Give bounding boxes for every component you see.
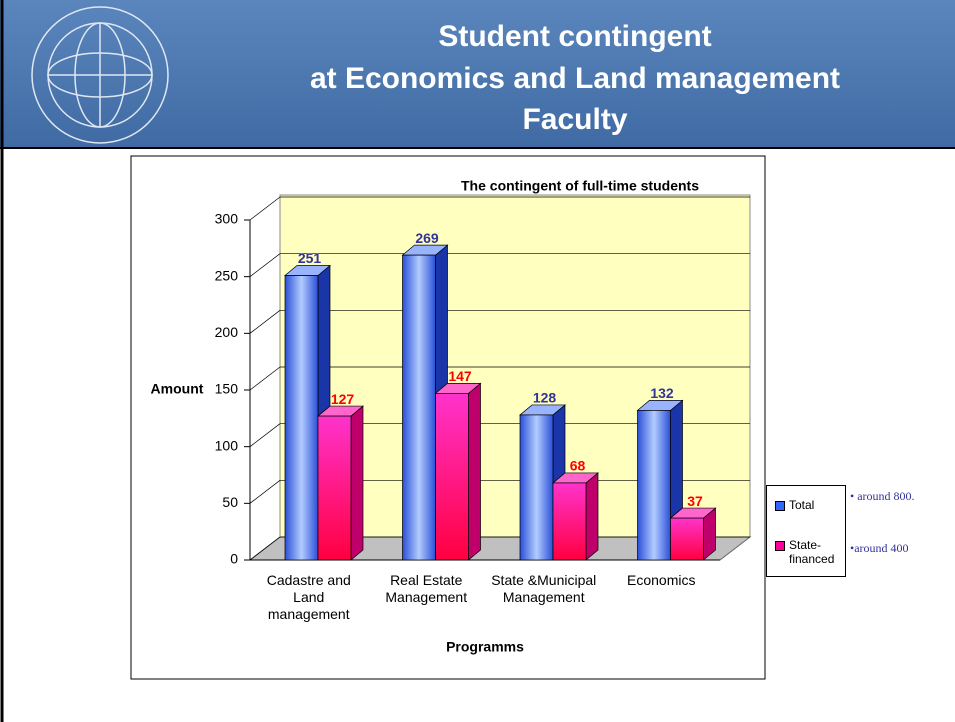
annotation: • around 800. [850, 489, 915, 503]
bar [519, 414, 554, 561]
x-tick-label: State &Municipal Management [491, 572, 597, 605]
y-tick-label: 250 [215, 267, 239, 283]
value-label: 128 [533, 390, 557, 406]
x-tick-label: Real Estate Management [385, 572, 468, 605]
value-label: 132 [650, 385, 674, 401]
legend-item: Total [775, 498, 841, 512]
bar [637, 410, 671, 561]
y-tick-label: 200 [215, 324, 239, 340]
bar [670, 517, 704, 561]
legend-swatch [775, 501, 785, 511]
grid-line [249, 423, 281, 447]
legend-swatch [775, 541, 785, 551]
bar-side [468, 382, 481, 561]
legend-label: Total [789, 498, 815, 512]
legend: Total State-financed [766, 485, 846, 577]
header-band [0, 0, 955, 148]
grid-line [249, 366, 281, 391]
bar-side [350, 405, 364, 561]
x-axis-label: Programms [446, 639, 524, 655]
x-tick-label: Economics [627, 572, 696, 588]
y-tick-label: 300 [215, 211, 239, 227]
grid-line [249, 310, 281, 334]
annotation: •around 400 [850, 541, 909, 555]
grid-line [249, 253, 281, 277]
logo [31, 6, 169, 144]
x-tick-label: Cadastre and Land management [266, 572, 351, 622]
y-tick-label: 100 [215, 437, 239, 453]
bar [435, 393, 469, 561]
bar [284, 275, 319, 561]
grid-line [249, 536, 281, 561]
header-title: Student contingent [438, 20, 711, 53]
grid-line [249, 196, 281, 221]
legend-label: State-financed [789, 538, 835, 566]
bar [552, 482, 587, 561]
value-label: 251 [298, 250, 322, 266]
y-tick-label: 0 [230, 551, 238, 567]
value-label: 127 [331, 391, 355, 407]
value-label: 68 [570, 458, 586, 474]
value-label: 37 [687, 493, 703, 509]
header-title: Faculty [522, 103, 627, 136]
bar [317, 415, 352, 561]
y-tick-label: 150 [215, 381, 239, 397]
header-title: at Economics and Land management [310, 62, 840, 95]
value-label: 269 [415, 230, 439, 246]
grid-line [249, 480, 281, 504]
y-axis-label: Amount [151, 381, 204, 397]
chart-title: The contingent of full-time students [461, 178, 699, 194]
legend-item: State-financed [775, 538, 841, 566]
bar [402, 254, 436, 561]
bar-side [585, 472, 599, 561]
value-label: 147 [448, 368, 472, 384]
y-tick-label: 50 [222, 494, 238, 510]
